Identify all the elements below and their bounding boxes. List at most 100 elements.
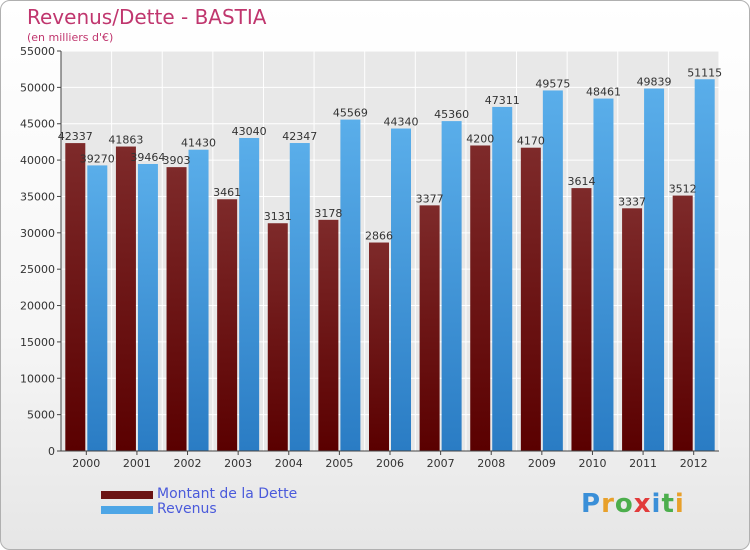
- data-label-dette: 4170: [517, 135, 545, 148]
- grid: [60, 50, 720, 452]
- x-tick-label: 2003: [224, 457, 252, 470]
- x-tick-label: 2005: [325, 457, 353, 470]
- data-label-dette: 3178: [314, 207, 342, 220]
- bar-revenus: [644, 88, 665, 451]
- x-tick-label: 2009: [528, 457, 556, 470]
- bar-dette: [622, 208, 643, 451]
- data-label-dette: 3337: [618, 195, 646, 208]
- data-label-dette: 41863: [108, 134, 143, 147]
- y-tick-label: 25000: [20, 263, 55, 276]
- y-tick-label: 35000: [20, 190, 55, 203]
- bar-revenus: [87, 165, 108, 451]
- legend-item-dette: Montant de la Dette: [101, 487, 297, 502]
- data-label-revenus: 44340: [384, 116, 419, 129]
- bar-revenus: [188, 149, 209, 451]
- data-label-dette: 3512: [669, 183, 697, 196]
- bar-revenus: [694, 79, 715, 451]
- bar-revenus: [340, 119, 361, 452]
- data-label-dette: 2866: [365, 230, 393, 243]
- bar-revenus: [492, 106, 513, 452]
- y-tick-label: 15000: [20, 336, 55, 349]
- data-label-revenus: 47311: [485, 94, 520, 107]
- data-label-revenus: 51115: [687, 66, 722, 79]
- y-tick-label: 55000: [20, 45, 55, 58]
- data-label-revenus: 39270: [80, 152, 115, 165]
- bar-dette: [672, 195, 693, 451]
- y-tick-label: 30000: [20, 227, 55, 240]
- bar-revenus: [289, 143, 310, 451]
- bar-dette: [419, 205, 440, 451]
- x-tick-label: 2012: [680, 457, 708, 470]
- bar-revenus: [137, 163, 158, 452]
- x-tick-label: 2001: [123, 457, 151, 470]
- data-label-revenus: 45569: [333, 107, 368, 120]
- axes: 0 5000 10000 15000 20000 25000 30000 35000 40000…: [20, 45, 719, 470]
- bars: [65, 79, 715, 452]
- data-label-revenus: 41430: [181, 137, 216, 150]
- data-label-dette: 3131: [264, 210, 292, 223]
- legend: Montant de la Dette Revenus: [101, 487, 297, 517]
- data-label-dette: 42337: [58, 130, 93, 143]
- bar-dette: [166, 167, 187, 451]
- bar-revenus: [593, 98, 614, 451]
- data-label-revenus: 42347: [282, 130, 317, 143]
- x-tick-label: 2000: [72, 457, 100, 470]
- logo-letter: o: [614, 489, 634, 519]
- data-label-dette: 4200: [466, 132, 494, 145]
- data-label-dette: 3377: [416, 192, 444, 205]
- chart-title: Revenus/Dette - BASTIA: [27, 5, 267, 29]
- bar-dette: [65, 143, 86, 451]
- y-tick-label: 50000: [20, 81, 55, 94]
- data-label-revenus: 49839: [637, 76, 672, 89]
- y-tick-label: 40000: [20, 154, 55, 167]
- bar-dette: [217, 199, 238, 451]
- data-label-dette: 3903: [163, 154, 191, 167]
- bar-revenus: [441, 121, 462, 451]
- legend-label-dette: Montant de la Dette: [157, 486, 298, 502]
- x-tick-label: 2007: [427, 457, 455, 470]
- legend-swatch-revenus: [101, 505, 153, 514]
- bar-dette: [318, 219, 339, 451]
- legend-item-revenus: Revenus: [101, 502, 297, 517]
- data-label-dette: 3614: [567, 175, 595, 188]
- bar-dette: [470, 145, 491, 452]
- y-tick-label: 10000: [20, 372, 55, 385]
- bar-dette: [369, 242, 389, 451]
- legend-label-revenus: Revenus: [157, 501, 217, 517]
- chart-subtitle: (en milliers d'€): [27, 31, 114, 44]
- x-tick-label: 2002: [174, 457, 202, 470]
- data-label-revenus: 43040: [232, 125, 267, 138]
- logo-letter: P: [581, 489, 602, 519]
- data-label-dette: 3461: [213, 186, 241, 199]
- data-label-revenus: 39464: [130, 151, 165, 164]
- proxiti-logo: Proxiti: [581, 489, 685, 519]
- plot-background: [61, 51, 719, 451]
- data-label-revenus: 49575: [535, 77, 570, 90]
- bar-revenus: [542, 90, 563, 452]
- x-tick-label: 2010: [578, 457, 606, 470]
- x-tick-label: 2006: [376, 457, 404, 470]
- data-label-revenus: 48461: [586, 86, 621, 99]
- x-tick-label: 2004: [275, 457, 303, 470]
- bar-dette: [520, 147, 541, 451]
- legend-swatch-dette: [101, 490, 153, 499]
- y-tick-label: 0: [48, 445, 55, 458]
- logo-letter: t: [661, 489, 675, 519]
- y-tick-label: 20000: [20, 300, 55, 313]
- logo-letter: x: [633, 489, 652, 519]
- bar-revenus: [239, 137, 260, 451]
- logo-letter: r: [601, 489, 615, 519]
- data-label-revenus: 45360: [434, 108, 469, 121]
- x-tick-label: 2008: [477, 457, 505, 470]
- bar-dette: [267, 223, 288, 451]
- bar-dette: [115, 146, 136, 452]
- bar-revenus: [391, 128, 411, 451]
- y-tick-label: 5000: [27, 409, 55, 422]
- logo-letter: i: [674, 489, 685, 519]
- logo-letter: i: [651, 489, 662, 519]
- x-tick-label: 2011: [629, 457, 657, 470]
- y-tick-label: 45000: [20, 118, 55, 131]
